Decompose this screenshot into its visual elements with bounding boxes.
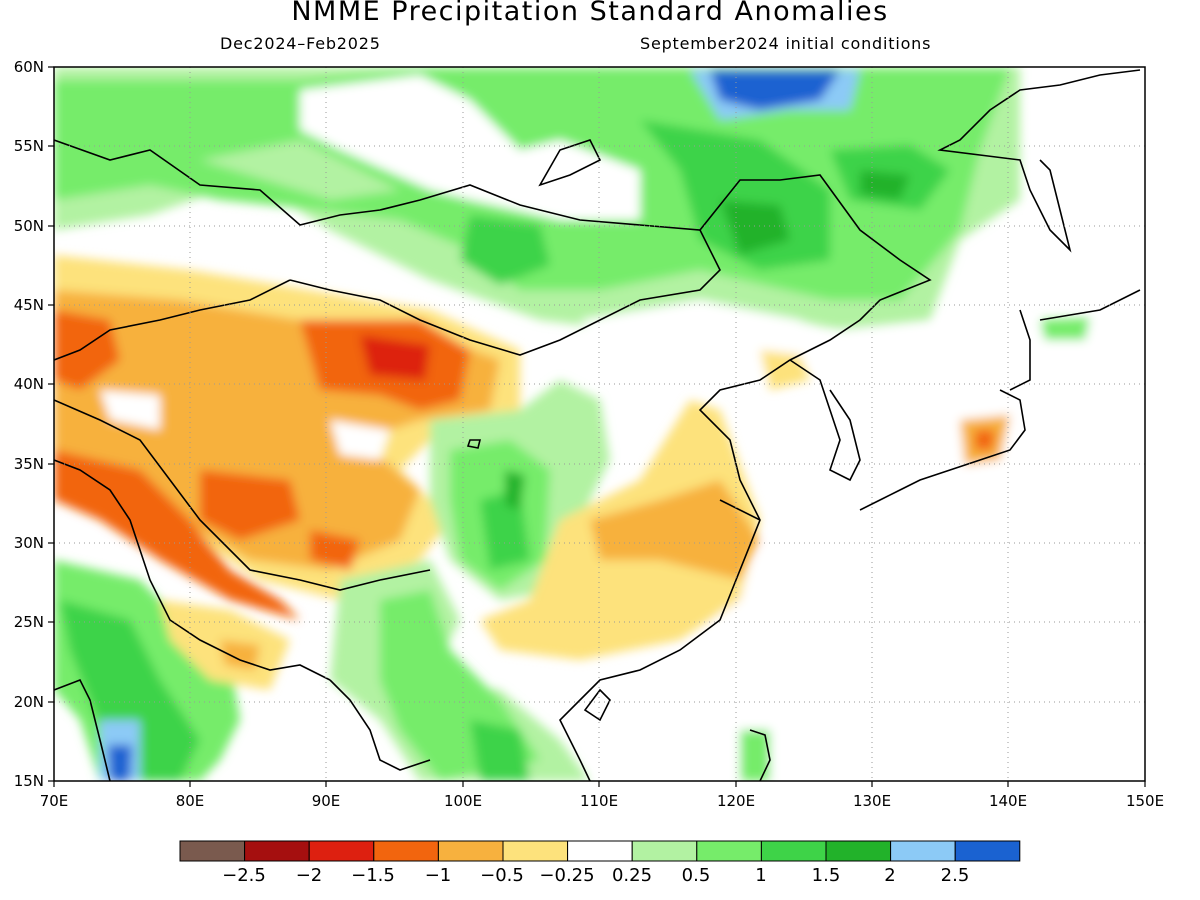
colorbar-legend: [179, 840, 1021, 862]
lon-label: 90E: [312, 792, 341, 810]
colorbar-swatch: [308, 840, 375, 862]
colorbar-swatch: [373, 840, 439, 862]
lon-label: 70E: [40, 792, 69, 810]
colorbar-swatch: [437, 840, 504, 862]
colorbar-label: −2: [296, 865, 323, 886]
colorbar-label: −1: [425, 865, 452, 886]
lat-label: 30N: [14, 534, 44, 552]
colorbar-swatch: [825, 840, 892, 862]
colorbar-swatch: [696, 840, 762, 862]
coastlines-and-borders: [54, 69, 1141, 781]
lon-label: 120E: [717, 792, 755, 810]
colorbar-swatch: [567, 840, 633, 862]
lat-lon-grid: [54, 67, 1145, 781]
lon-label: 130E: [853, 792, 891, 810]
colorbar-label: 0.5: [682, 865, 711, 886]
lon-label: 110E: [580, 792, 618, 810]
colorbar-swatch: [760, 840, 827, 862]
lat-label: 15N: [14, 772, 44, 790]
anomaly-shading: [54, 67, 1145, 781]
lat-label: 25N: [14, 613, 44, 631]
period-subtitle: Dec2024–Feb2025: [220, 34, 381, 53]
colorbar-swatch: [179, 840, 246, 862]
lat-label: 50N: [14, 217, 44, 235]
lat-label: 35N: [14, 455, 44, 473]
colorbar-labels: −2.5 −2 −1.5 −1 −0.5 −0.25 0.25 0.5 1 1.…: [222, 865, 969, 886]
lon-label: 150E: [1126, 792, 1164, 810]
lat-label: 20N: [14, 693, 44, 711]
lon-label: 100E: [444, 792, 482, 810]
lat-label: 45N: [14, 296, 44, 314]
lat-label: 55N: [14, 137, 44, 155]
colorbar-swatch: [631, 840, 698, 862]
initial-conditions-subtitle: September2024 initial conditions: [640, 34, 932, 53]
colorbar-label: 2: [884, 865, 895, 886]
colorbar-label: −0.5: [480, 865, 524, 886]
colorbar-label: 0.25: [612, 865, 652, 886]
axis-ticks: [48, 66, 1146, 787]
colorbar-label: −0.25: [539, 865, 594, 886]
colorbar-label: 1: [755, 865, 766, 886]
colorbar-label: 2.5: [941, 865, 970, 886]
colorbar-swatch: [890, 840, 956, 862]
lat-label: 60N: [14, 58, 44, 76]
lat-label: 40N: [14, 375, 44, 393]
colorbar-swatch: [954, 840, 1021, 862]
colorbar-swatch: [244, 840, 310, 862]
latitude-labels: 60N 55N 50N 45N 40N 35N 30N 25N 20N 15N: [14, 58, 44, 790]
colorbar-label: −1.5: [351, 865, 395, 886]
colorbar-swatch: [502, 840, 569, 862]
colorbar-label: −2.5: [222, 865, 266, 886]
longitude-labels: 70E 80E 90E 100E 110E 120E 130E 140E 150…: [40, 792, 1164, 810]
map-title: NMME Precipitation Standard Anomalies: [291, 0, 889, 27]
lon-label: 140E: [989, 792, 1027, 810]
colorbar-label: 1.5: [812, 865, 841, 886]
lon-label: 80E: [176, 792, 205, 810]
